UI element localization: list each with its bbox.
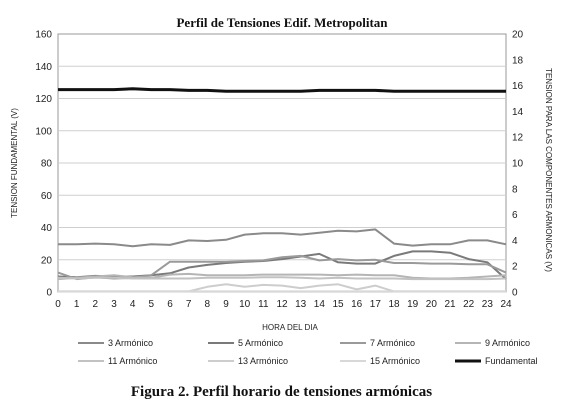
- left-tick-label: 80: [41, 159, 53, 170]
- x-tick-label: 17: [370, 299, 382, 310]
- x-tick-label: 5: [149, 299, 155, 310]
- legend-label: 15 Armónico: [370, 356, 420, 366]
- x-tick-label: 21: [444, 299, 456, 310]
- x-tick-label: 1: [74, 299, 80, 310]
- x-tick-label: 14: [314, 299, 326, 310]
- right-tick-label: 2: [512, 262, 518, 273]
- x-axis-label: HORA DEL DIA: [262, 323, 318, 332]
- left-tick-label: 140: [35, 62, 52, 73]
- series-line-3-arm-nico: [58, 228, 507, 248]
- right-tick-label: 10: [512, 159, 524, 170]
- y-axis-label-left: TENSION FUNDAMENTAL (V): [10, 108, 19, 218]
- chart: Perfil de Tensiones Edif. Metropolitan 0…: [10, 15, 553, 366]
- right-tick-label: 8: [512, 184, 518, 195]
- left-tick-label: 120: [35, 94, 52, 105]
- right-tick-label: 12: [512, 133, 524, 144]
- legend-label: 9 Armónico: [485, 338, 530, 348]
- x-tick-label: 7: [186, 299, 192, 310]
- left-tick-label: 40: [41, 223, 53, 234]
- right-tick-label: 4: [512, 236, 518, 247]
- left-tick-label: 20: [41, 255, 53, 266]
- x-tick-label: 22: [463, 299, 475, 310]
- x-tick-label: 18: [388, 299, 400, 310]
- right-tick-label: 0: [512, 288, 518, 299]
- left-tick-label: 0: [46, 288, 52, 299]
- x-axis-ticks: 0 1 2 3 4 5 6 7 8 9 10 11 12 13 14 15 16 17 18 19 20 21 22 23 24: [55, 299, 512, 310]
- x-tick-label: 23: [482, 299, 494, 310]
- chart-title: Perfil de Tensiones Edif. Metropolitan: [176, 15, 388, 30]
- right-tick-label: 6: [512, 210, 518, 221]
- plot-area: [57, 33, 507, 293]
- x-tick-label: 20: [426, 299, 438, 310]
- left-tick-label: 100: [35, 126, 52, 137]
- right-tick-label: 14: [512, 107, 524, 118]
- series-layer: [57, 87, 507, 293]
- x-tick-label: 10: [239, 299, 251, 310]
- series-line-11-arm-nico: [57, 276, 507, 281]
- left-tick-label: 60: [41, 191, 53, 202]
- x-tick-label: 15: [332, 299, 344, 310]
- right-axis-ticks: 0 2 4 6 8 10 12 14 16 18 20: [512, 30, 524, 299]
- x-tick-label: 6: [167, 299, 173, 310]
- right-tick-label: 18: [512, 55, 524, 66]
- legend-label: 13 Armónico: [238, 356, 288, 366]
- right-tick-label: 20: [512, 30, 524, 41]
- figure-caption: Figura 2. Perfil horario de tensiones ar…: [130, 384, 433, 400]
- left-tick-label: 160: [35, 30, 52, 41]
- legend-label: 11 Armónico: [108, 356, 157, 366]
- x-tick-label: 19: [407, 299, 419, 310]
- legend-label: 7 Armónico: [370, 338, 415, 348]
- x-tick-label: 12: [276, 299, 288, 310]
- x-tick-label: 8: [205, 299, 211, 310]
- legend: 3 Armónico 5 Armónico 7 Armónico 9 Armónico…: [78, 338, 538, 366]
- grid: [58, 65, 506, 261]
- series-line-fundamental: [58, 87, 506, 93]
- legend-label: Fundamental: [485, 356, 538, 366]
- x-tick-label: 0: [55, 299, 61, 310]
- x-tick-label: 9: [223, 299, 229, 310]
- left-axis-ticks: 0 20 40 60 80 100 120 140 160: [35, 30, 52, 299]
- x-tick-label: 3: [111, 299, 117, 310]
- x-tick-label: 13: [295, 299, 307, 310]
- x-tick-label: 24: [500, 299, 512, 310]
- x-tick-label: 16: [351, 299, 363, 310]
- x-tick-label: 4: [130, 299, 136, 310]
- legend-label: 3 Armónico: [108, 338, 153, 348]
- legend-label: 5 Armónico: [238, 338, 283, 348]
- x-tick-label: 2: [93, 299, 99, 310]
- right-tick-label: 16: [512, 81, 524, 92]
- y-axis-label-right: TENSION PARA LAS COMPONENTES ARMONICAS (…: [544, 68, 553, 272]
- x-tick-label: 11: [258, 299, 269, 310]
